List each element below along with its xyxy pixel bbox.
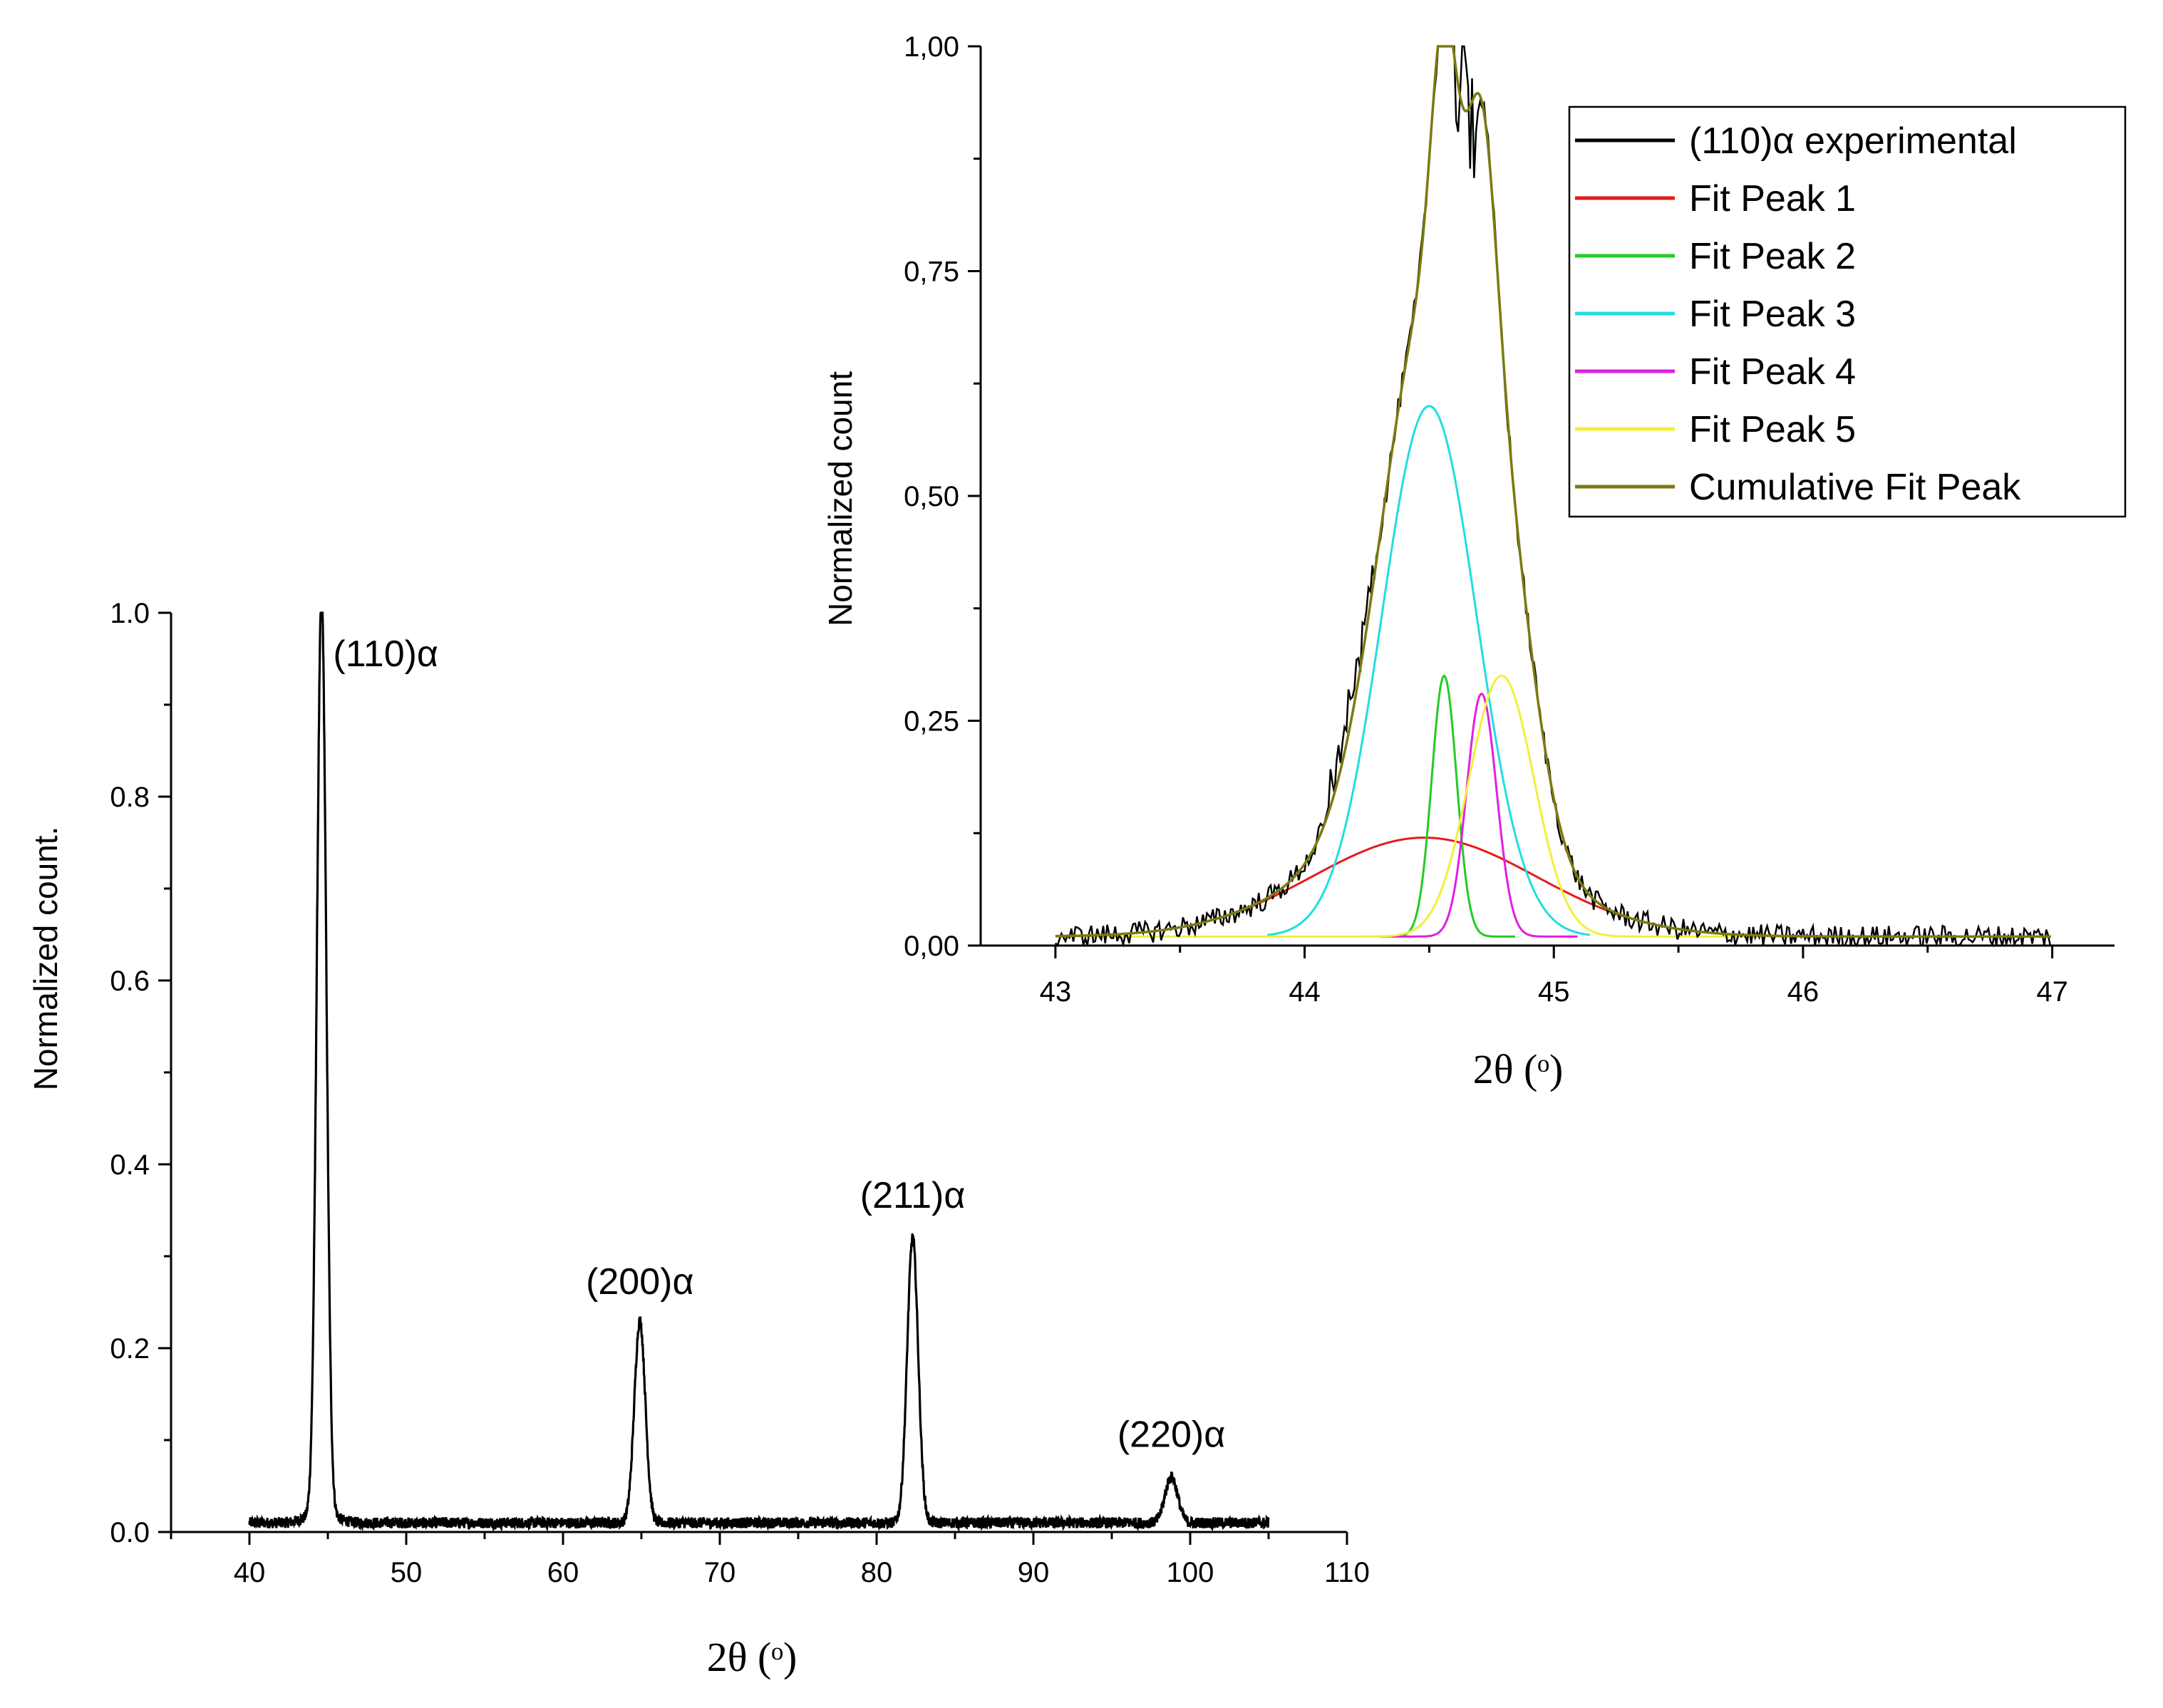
main-x-tick-label: 60	[547, 1557, 579, 1588]
inset-axes	[968, 45, 2115, 958]
main-plot-area	[248, 611, 1270, 1533]
main-chart: 40 50 60 70 80 90 100 110 0.0 0.2 0.4 0.6 0.8 1.0 (11…	[27, 598, 1370, 1680]
inset-y-tick-label: 0,25	[904, 706, 959, 737]
main-x-tick-label: 110	[1324, 1557, 1370, 1588]
main-xrd-line	[248, 611, 1270, 1533]
inset-tick-labels: 43 44 45 46 47 0,00 0,25 0,50 0,75 1,00	[904, 31, 2068, 1008]
main-tick-labels: 40 50 60 70 80 90 100 110 0.0 0.2 0.4 0.6 0.8 1.0	[110, 598, 1370, 1588]
fit-peak-4-line	[1392, 692, 1578, 938]
main-x-tick-label: 70	[704, 1557, 736, 1588]
inset-y-tick-label: 0,75	[904, 257, 959, 288]
peak-label: (220)α	[1117, 1414, 1225, 1456]
main-x-tick-label: 40	[234, 1557, 266, 1588]
legend-label: Fit Peak 3	[1689, 294, 1856, 335]
cumulative-fit-line	[1055, 45, 2051, 938]
main-x-tick-label: 90	[1018, 1557, 1050, 1588]
main-y-tick-label: 0.4	[110, 1149, 150, 1181]
legend-items: (110)α experimental Fit Peak 1 Fit Peak 2 F…	[1575, 120, 2021, 508]
inset-x-axis-title: 2θ (ᵒ)	[1473, 1046, 1564, 1092]
inset-x-tick-label: 44	[1289, 976, 1321, 1008]
main-peak-labels: (110)α (200)α (211)α (220)α	[333, 633, 1225, 1456]
peak-label: (110)α	[333, 633, 438, 675]
legend-label: Fit Peak 2	[1689, 236, 1856, 277]
inset-chart: 43 44 45 46 47 0,00 0,25 0,50 0,75 1,00 2θ (ᵒ) No…	[822, 31, 2127, 1092]
main-y-tick-label: 0.2	[110, 1333, 150, 1365]
legend-label: Fit Peak 5	[1689, 409, 1856, 450]
main-y-tick-label: 0.0	[110, 1517, 150, 1548]
inset-x-tick-label: 47	[2036, 976, 2068, 1008]
main-x-axis-title: 2θ (ᵒ)	[707, 1634, 797, 1680]
fit-peak-5-line	[1055, 674, 2051, 938]
inset-x-tick-label: 43	[1040, 976, 1072, 1008]
main-y-tick-label: 0.8	[110, 782, 150, 813]
main-y-tick-label: 0.6	[110, 966, 150, 997]
main-y-tick-label: 1.0	[110, 598, 150, 629]
inset-y-axis-title: Normalized count	[822, 371, 859, 626]
inset-legend: (110)α experimental Fit Peak 1 Fit Peak 2 F…	[1568, 105, 2127, 518]
main-x-tick-label: 80	[861, 1557, 893, 1588]
main-y-axis-title: Normalized count.	[27, 827, 64, 1091]
inset-plot-area	[1054, 45, 2052, 948]
fit-peak-1-line	[1204, 837, 1628, 923]
main-x-tick-label: 50	[391, 1557, 423, 1588]
peak-label: (200)α	[586, 1261, 693, 1303]
legend-label: Cumulative Fit Peak	[1689, 467, 2021, 508]
inset-y-tick-label: 0,00	[904, 931, 959, 962]
inset-y-tick-label: 1,00	[904, 31, 959, 63]
fit-peak-3-line	[1266, 405, 1591, 936]
legend-label: Fit Peak 4	[1689, 351, 1856, 393]
legend-label: Fit Peak 1	[1689, 178, 1856, 219]
inset-x-tick-label: 45	[1538, 976, 1570, 1008]
main-x-tick-label: 100	[1167, 1557, 1214, 1588]
fit-peak-2-line	[1379, 674, 1515, 938]
main-axes	[158, 611, 1348, 1545]
legend-label: (110)α experimental	[1689, 120, 2017, 162]
inset-x-tick-label: 46	[1787, 976, 1819, 1008]
inset-y-tick-label: 0,50	[904, 481, 959, 512]
peak-label: (211)α	[860, 1175, 966, 1216]
